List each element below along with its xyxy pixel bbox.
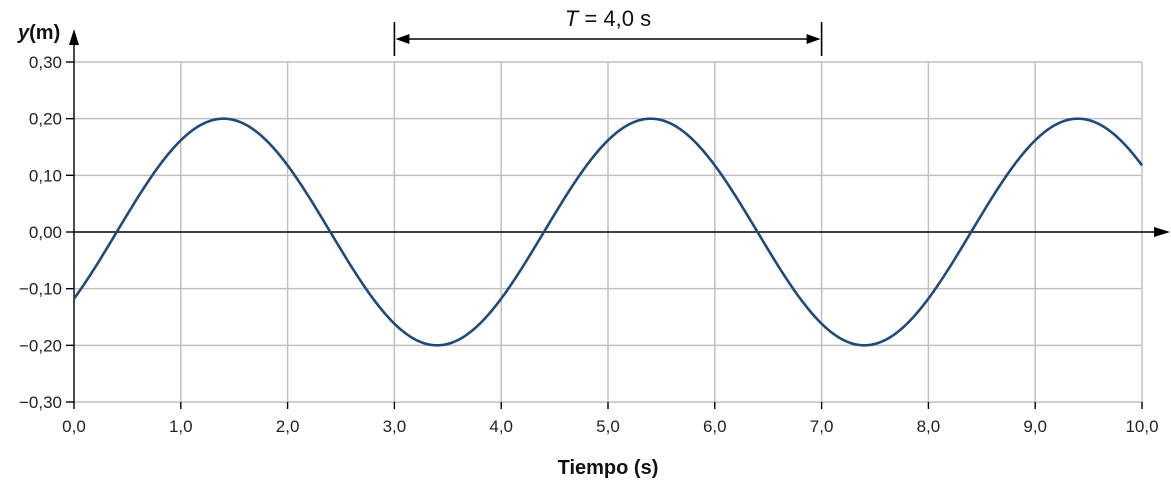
period-annotation: T = 4,0 s bbox=[393, 6, 823, 56]
arrow-right-icon bbox=[806, 34, 821, 44]
y-tick-label: 0,30 bbox=[29, 53, 62, 72]
y-axis-title-var: y bbox=[17, 22, 30, 44]
axes bbox=[69, 29, 1170, 402]
arrow-left-icon bbox=[395, 34, 410, 44]
y-tick-label: 0,10 bbox=[29, 166, 62, 185]
x-tick-label: 0,0 bbox=[62, 417, 86, 436]
x-tick-label: 7,0 bbox=[810, 417, 834, 436]
x-tick-label: 1,0 bbox=[169, 417, 193, 436]
x-tick-label: 3,0 bbox=[383, 417, 407, 436]
x-tick-label: 10,0 bbox=[1125, 417, 1158, 436]
x-tick-label: 4,0 bbox=[489, 417, 513, 436]
grid-lines bbox=[74, 61, 1143, 403]
x-tick-label: 9,0 bbox=[1023, 417, 1047, 436]
y-axis-arrow-icon bbox=[69, 29, 79, 45]
x-tick-label: 5,0 bbox=[596, 417, 620, 436]
period-label: T = 4,0 s bbox=[565, 6, 651, 31]
y-tick-label: −0,30 bbox=[19, 393, 62, 412]
period-label-symbol: T bbox=[565, 6, 580, 31]
x-tick-label: 2,0 bbox=[276, 417, 300, 436]
y-tick-label: −0,10 bbox=[19, 280, 62, 299]
x-ticks: 0,0 1,0 2,0 3,0 4,0 5,0 6,0 7,0 8,0 9,0 10,0 bbox=[62, 402, 1159, 436]
y-tick-label: 0,00 bbox=[29, 223, 62, 242]
y-ticks: 0,30 0,20 0,10 0,00 −0,10 −0,20 −0,30 bbox=[19, 53, 74, 412]
y-axis-title-unit: (m) bbox=[29, 22, 60, 44]
x-axis-title: Tiempo (s) bbox=[558, 457, 659, 479]
x-tick-label: 8,0 bbox=[917, 417, 941, 436]
y-tick-label: −0,20 bbox=[19, 336, 62, 355]
y-tick-label: 0,20 bbox=[29, 110, 62, 129]
data-series-line bbox=[72, 117, 1144, 347]
x-axis-arrow-icon bbox=[1154, 227, 1170, 237]
x-tick-label: 6,0 bbox=[703, 417, 727, 436]
period-label-value: = 4,0 s bbox=[578, 6, 651, 31]
y-axis-title: y(m) bbox=[17, 22, 60, 44]
